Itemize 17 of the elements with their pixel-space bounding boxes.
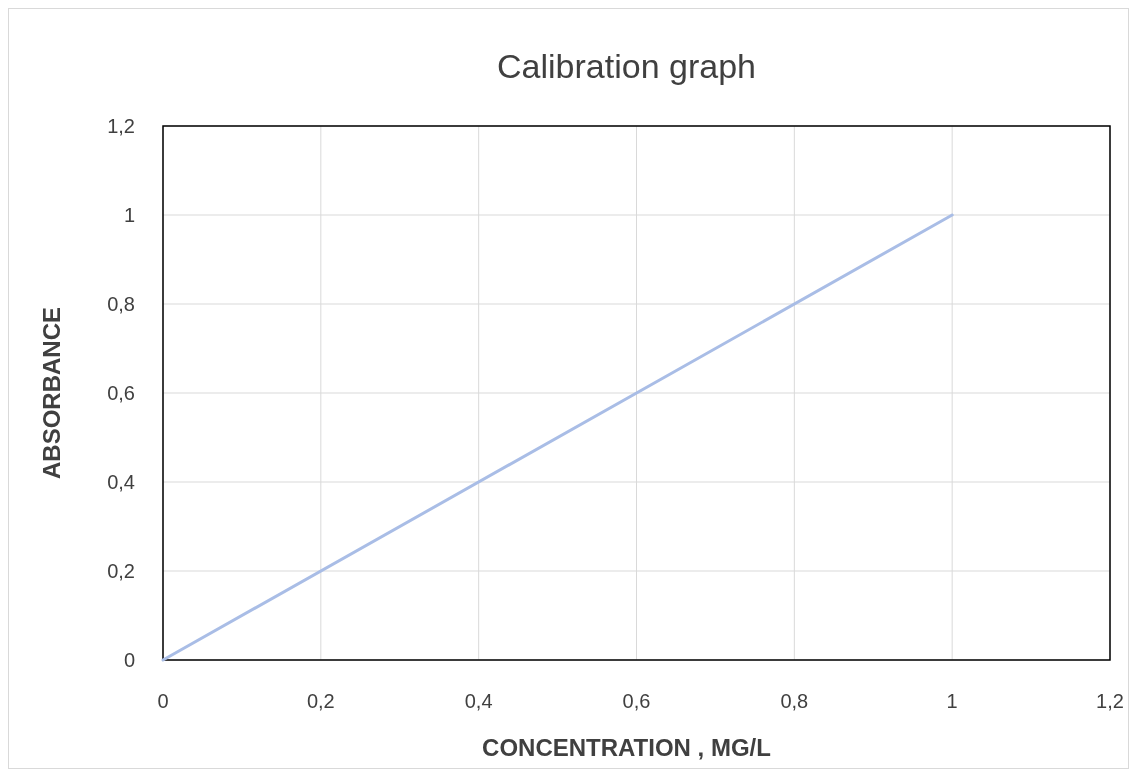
y-tick-label: 0 bbox=[123, 649, 135, 671]
x-tick-label: 1,2 bbox=[1096, 690, 1124, 712]
y-tick-label: 0,2 bbox=[107, 560, 135, 582]
x-axis-title: CONCENTRATION , MG/L bbox=[482, 734, 771, 761]
y-axis-title: ABSORBANCE bbox=[38, 306, 65, 480]
y-tick-label: 1 bbox=[123, 204, 135, 226]
y-tick-label: 0,4 bbox=[107, 471, 135, 493]
y-tick-label: 0,6 bbox=[107, 382, 135, 404]
x-tick-label: 1 bbox=[946, 690, 958, 712]
y-tick-label: 1,2 bbox=[107, 115, 135, 137]
x-tick-label: 0 bbox=[157, 690, 169, 712]
chart-title: Calibration graph bbox=[497, 47, 756, 85]
x-tick-label: 0,6 bbox=[622, 690, 651, 712]
x-tick-label: 0,8 bbox=[780, 690, 809, 712]
x-tick-label: 0,4 bbox=[464, 690, 493, 712]
x-tick-label: 0,2 bbox=[306, 690, 335, 712]
y-tick-label: 0,8 bbox=[107, 293, 135, 315]
